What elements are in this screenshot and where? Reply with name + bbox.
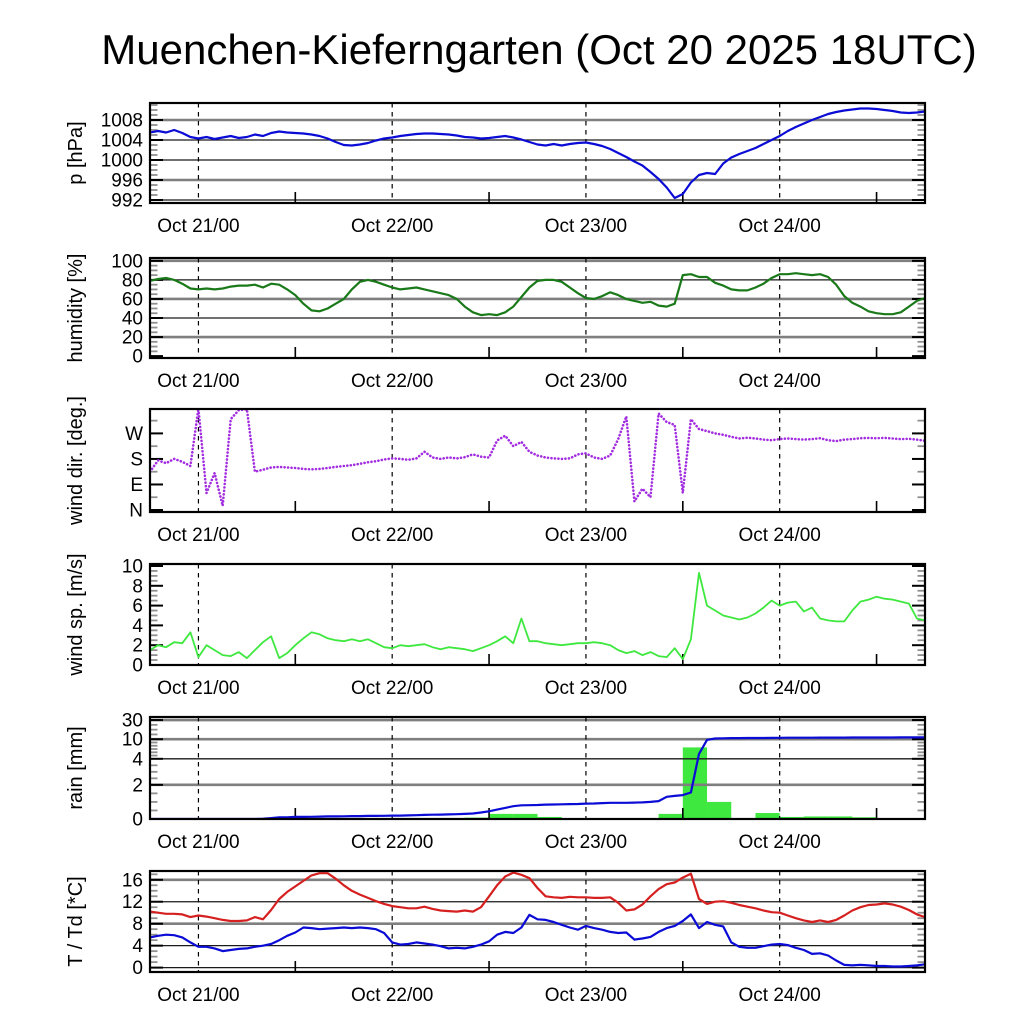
temperature-axis-label: T / Td [*C] bbox=[65, 876, 87, 966]
pressure-ytick: 1004 bbox=[101, 131, 144, 152]
temperature-ytick: 8 bbox=[132, 914, 143, 935]
xtick-label: Oct 24/00 bbox=[738, 216, 820, 237]
humidity-axis-label: humidity [%] bbox=[65, 254, 87, 363]
xtick-label: Oct 24/00 bbox=[738, 678, 820, 699]
xtick-label: Oct 24/00 bbox=[738, 985, 820, 1006]
pressure-axis-label: p [hPa] bbox=[65, 121, 87, 184]
wind-speed-ytick: 2 bbox=[132, 636, 143, 657]
xtick-label: Oct 23/00 bbox=[545, 216, 627, 237]
pressure-ytick: 1000 bbox=[101, 151, 143, 172]
xtick-label: Oct 23/00 bbox=[545, 525, 627, 546]
xtick-label: Oct 22/00 bbox=[351, 832, 433, 853]
rain-ytick: 0 bbox=[132, 810, 143, 831]
xtick-label: Oct 23/00 bbox=[545, 371, 627, 392]
xtick-label: Oct 21/00 bbox=[157, 985, 239, 1006]
xtick-label: Oct 24/00 bbox=[738, 371, 820, 392]
chart-title: Muenchen-Kieferngarten (Oct 20 2025 18UT… bbox=[101, 26, 977, 73]
humidity-ytick: 80 bbox=[122, 270, 143, 291]
xtick-label: Oct 22/00 bbox=[351, 216, 433, 237]
wind-direction-axis-label: wind dir. [deg.] bbox=[65, 396, 87, 526]
xtick-label: Oct 22/00 bbox=[351, 678, 433, 699]
humidity-ytick: 20 bbox=[122, 328, 143, 349]
wind-direction-ytick: E bbox=[130, 475, 143, 496]
series-pressure bbox=[151, 107, 924, 200]
rain-ytick: 10 bbox=[122, 730, 143, 751]
humidity-ytick: 60 bbox=[122, 289, 143, 310]
pressure-ytick: 1008 bbox=[101, 111, 143, 132]
xtick-label: Oct 23/00 bbox=[545, 985, 627, 1006]
rain-ytick: 4 bbox=[132, 749, 143, 770]
rain-ytick: 2 bbox=[132, 775, 143, 796]
series-relative-humidity bbox=[151, 272, 924, 317]
wind-speed-ytick: 10 bbox=[122, 556, 143, 577]
xtick-label: Oct 23/00 bbox=[545, 678, 627, 699]
wind-speed-axis-label: wind sp. [m/s] bbox=[65, 553, 87, 676]
temperature-ytick: 0 bbox=[132, 958, 143, 979]
xtick-label: Oct 23/00 bbox=[545, 832, 627, 853]
pressure-ytick: 996 bbox=[111, 171, 143, 192]
xtick-label: Oct 21/00 bbox=[157, 678, 239, 699]
xtick-label: Oct 21/00 bbox=[157, 371, 239, 392]
humidity-ytick: 40 bbox=[122, 309, 143, 330]
xtick-label: Oct 24/00 bbox=[738, 525, 820, 546]
temperature-ytick: 12 bbox=[122, 892, 143, 913]
xtick-label: Oct 21/00 bbox=[157, 216, 239, 237]
wind-direction-ytick: S bbox=[130, 449, 143, 470]
series-temperature bbox=[151, 872, 924, 924]
series-wind-speed bbox=[151, 572, 924, 660]
wind-speed-ytick: 0 bbox=[132, 656, 143, 677]
series-dewpoint bbox=[151, 913, 924, 968]
wind-direction-ytick: W bbox=[125, 424, 143, 445]
xtick-label: Oct 22/00 bbox=[351, 371, 433, 392]
wind-speed-ytick: 4 bbox=[132, 616, 143, 637]
temperature-ytick: 4 bbox=[132, 936, 143, 957]
humidity-ytick: 100 bbox=[111, 251, 143, 272]
wind-speed-ytick: 8 bbox=[132, 576, 143, 597]
rain-axis-label: rain [mm] bbox=[65, 726, 87, 809]
pressure-ytick: 992 bbox=[111, 191, 143, 212]
xtick-label: Oct 22/00 bbox=[351, 525, 433, 546]
wind-direction-ytick: N bbox=[129, 501, 143, 522]
humidity-ytick: 0 bbox=[132, 347, 143, 368]
xtick-label: Oct 22/00 bbox=[351, 985, 433, 1006]
series-wind-direction bbox=[151, 410, 924, 508]
xtick-label: Oct 24/00 bbox=[738, 832, 820, 853]
series-rain-accumulated bbox=[151, 736, 924, 818]
xtick-label: Oct 21/00 bbox=[157, 832, 239, 853]
temperature-ytick: 16 bbox=[122, 870, 143, 891]
wind-speed-ytick: 6 bbox=[132, 596, 143, 617]
rain-ytick: 30 bbox=[122, 711, 143, 732]
xtick-label: Oct 21/00 bbox=[157, 525, 239, 546]
